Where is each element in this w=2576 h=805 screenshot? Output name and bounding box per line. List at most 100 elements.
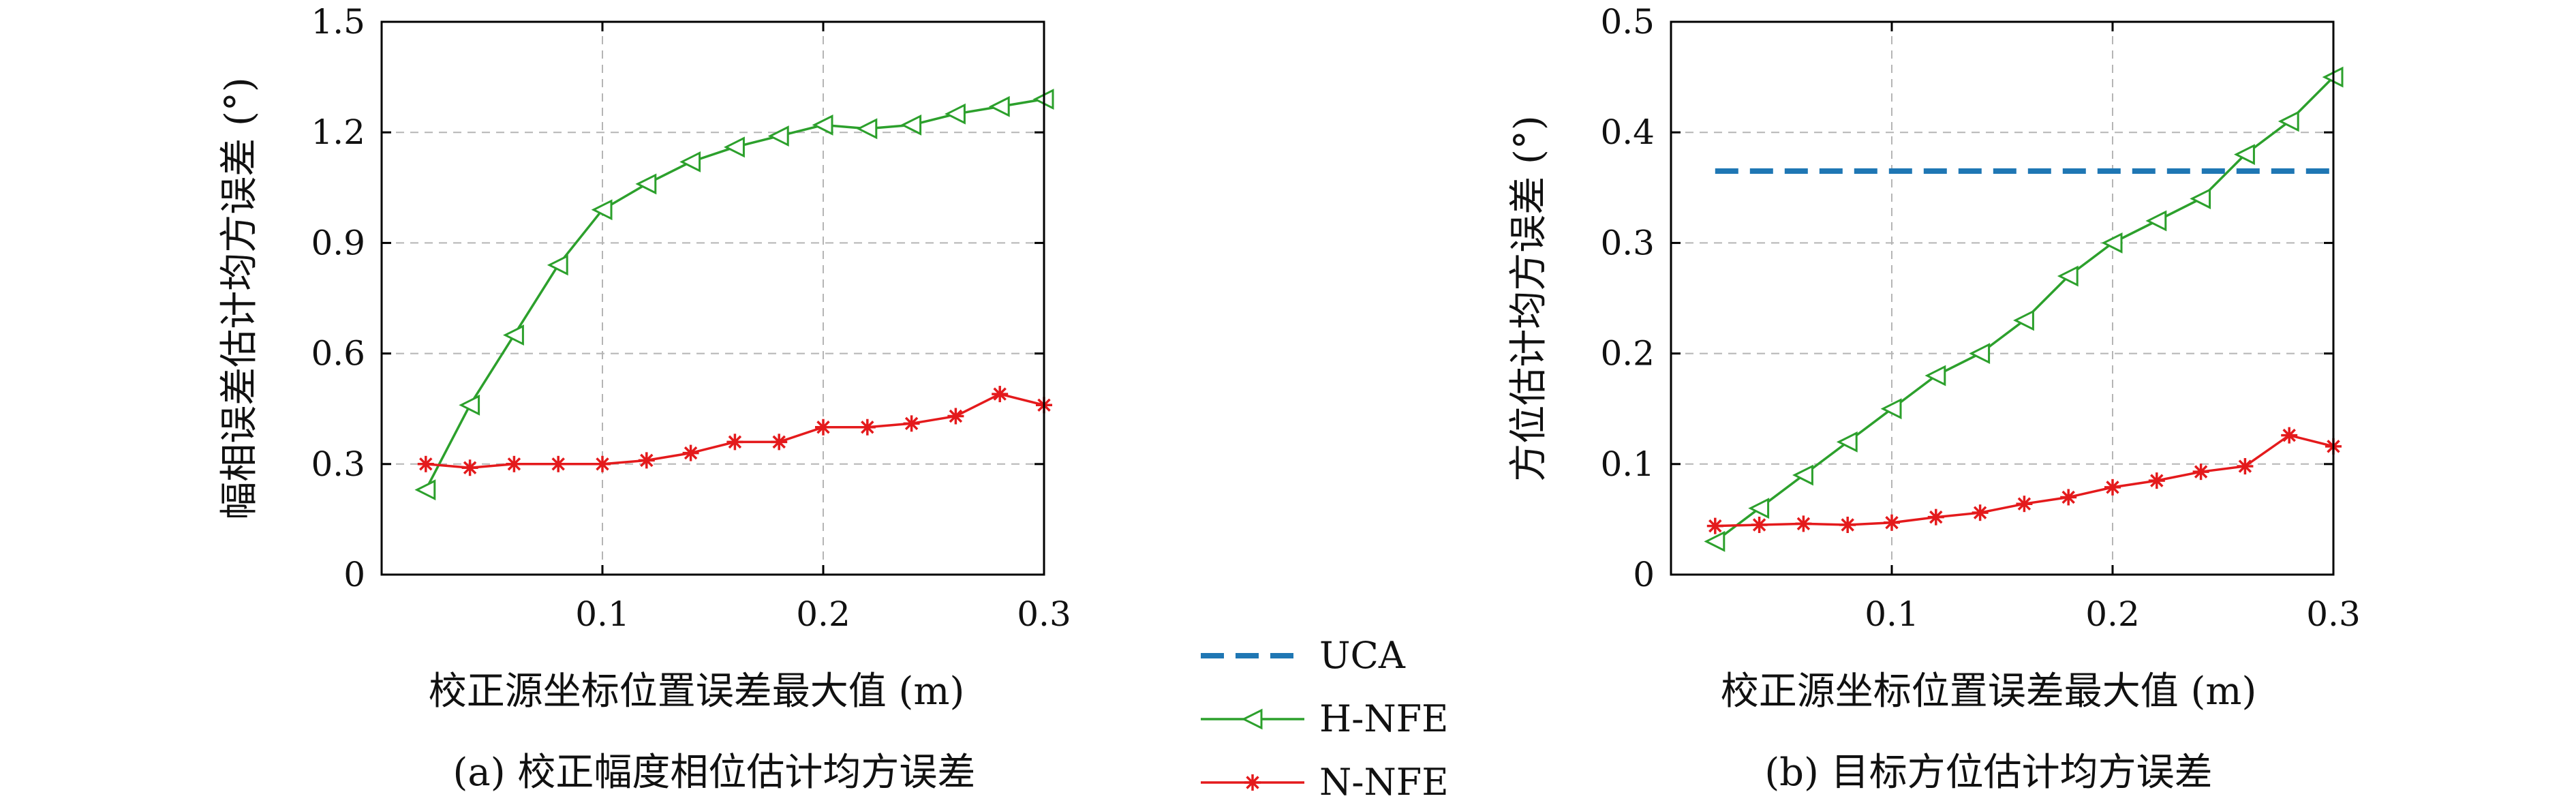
panel-a: 0 0.3 0.6 0.9 1.2 1.5 0.1 0.2 0.3 幅相误差估计均方误差 (°)… [217, 2, 1071, 795]
data-point-h-nfe [1792, 464, 1813, 486]
series-layer-a [414, 89, 1054, 501]
y-axis-label-b: 方位估计均方误差 (°) [1507, 115, 1551, 482]
data-point-h-nfe [1925, 365, 1946, 386]
legend-marker-h-nfe [1241, 708, 1263, 730]
data-point-n-nfe [1839, 517, 1856, 534]
legend-marker-n-nfe [1244, 774, 1261, 791]
grid-b [1671, 22, 2333, 575]
data-point-h-nfe [1748, 498, 1770, 519]
data-point-h-nfe [2234, 144, 2255, 166]
x-tick-label: 0.1 [575, 594, 630, 634]
y-tick-label: 0.2 [1600, 334, 1655, 374]
data-point-n-nfe [1751, 517, 1768, 534]
data-point-n-nfe [947, 408, 964, 425]
plot-frame-b [1670, 20, 2335, 576]
x-tick-label: 0.1 [1865, 594, 1919, 634]
legend-label-h-nfe: H-NFE [1319, 697, 1448, 740]
data-point-n-nfe [594, 455, 611, 472]
series-layer-b [1704, 66, 2344, 552]
data-point-n-nfe [461, 459, 478, 476]
data-point-h-nfe [2278, 110, 2299, 132]
data-point-h-nfe [988, 95, 1010, 117]
y-tick-label: 0.6 [311, 334, 365, 374]
y-tick-label: 1.5 [311, 2, 365, 42]
data-point-h-nfe [1836, 431, 1858, 453]
data-point-h-nfe [503, 324, 524, 346]
data-point-n-nfe [859, 419, 876, 436]
data-point-h-nfe [812, 114, 833, 136]
y-tick-label: 0 [343, 555, 365, 594]
data-point-n-nfe [417, 455, 434, 472]
y-tick-label: 0.3 [311, 444, 365, 484]
y-tick-label: 0.9 [311, 223, 365, 262]
data-point-n-nfe [550, 455, 567, 472]
x-tick-label: 0.3 [2306, 594, 2361, 634]
data-point-n-nfe [2060, 489, 2077, 506]
data-point-n-nfe [2281, 427, 2298, 444]
data-point-n-nfe [2148, 472, 2165, 489]
data-point-h-nfe [679, 151, 701, 172]
data-point-h-nfe [414, 479, 436, 501]
caption-a: (a) 校正幅度相位估计均方误差 [453, 750, 976, 795]
y-tick-label: 0.5 [1600, 2, 1655, 42]
series-line-h-nfe [425, 97, 1045, 491]
y-tick-label: 0.3 [1600, 223, 1655, 262]
data-point-h-nfe [900, 114, 922, 136]
ticks-b: 0 0.1 0.2 0.3 0.4 0.5 0.1 0.2 0.3 [1600, 2, 2360, 634]
panel-b: 0 0.1 0.2 0.3 0.4 0.5 0.1 0.2 0.3 方位估计均方误差 (°) 校… [1507, 2, 2361, 795]
y-tick-label: 1.2 [311, 112, 365, 152]
y-tick-label: 0.1 [1600, 444, 1655, 484]
y-tick-label: 0 [1633, 555, 1655, 594]
data-point-h-nfe [1704, 530, 1726, 552]
x-tick-label: 0.2 [796, 594, 850, 634]
data-point-h-nfe [2145, 210, 2167, 232]
caption-b: (b) 目标方位估计均方误差 [1764, 750, 2212, 795]
data-point-n-nfe [1884, 514, 1900, 531]
x-axis-label-b: 校正源坐标位置误差最大值 (m) [1721, 669, 2257, 714]
data-point-n-nfe [771, 434, 788, 451]
data-point-n-nfe [2104, 479, 2121, 496]
y-axis-label-a: 幅相误差估计均方误差 (°) [217, 77, 262, 520]
grid-a [382, 22, 1044, 575]
data-point-n-nfe [638, 452, 655, 469]
data-point-h-nfe [1969, 343, 1991, 365]
x-tick-label: 0.3 [1017, 594, 1071, 634]
data-point-h-nfe [767, 125, 789, 147]
x-axis-label-a: 校正源坐标位置误差最大值 (m) [429, 669, 965, 714]
legend: UCA H-NFE N-NFE [1201, 634, 1449, 804]
plot-frame-a [380, 20, 1045, 576]
data-point-h-nfe [856, 118, 878, 140]
series-line-n-nfe [425, 393, 1045, 469]
data-point-h-nfe [1880, 398, 1902, 420]
data-point-n-nfe [815, 419, 831, 436]
legend-entry-h-nfe: H-NFE [1201, 697, 1448, 740]
data-point-n-nfe [903, 415, 920, 432]
data-point-n-nfe [1927, 508, 1944, 526]
data-point-n-nfe [1795, 515, 1812, 532]
ticks-a: 0 0.3 0.6 0.9 1.2 1.5 0.1 0.2 0.3 [311, 2, 1071, 634]
legend-label-n-nfe: N-NFE [1319, 761, 1449, 804]
data-point-n-nfe [1972, 504, 1989, 521]
data-point-h-nfe [724, 136, 745, 158]
data-point-h-nfe [2057, 265, 2079, 287]
data-point-h-nfe [2190, 188, 2211, 209]
data-point-h-nfe [635, 173, 657, 195]
data-point-h-nfe [945, 103, 966, 125]
legend-label-uca: UCA [1319, 634, 1406, 677]
data-point-n-nfe [682, 444, 699, 461]
data-point-h-nfe [2101, 232, 2123, 254]
data-point-n-nfe [992, 386, 1009, 403]
data-point-n-nfe [1706, 517, 1723, 534]
data-point-h-nfe [2013, 309, 2034, 331]
data-point-n-nfe [2192, 464, 2209, 481]
data-point-h-nfe [459, 394, 480, 416]
data-point-n-nfe [726, 434, 743, 451]
legend-entry-n-nfe: N-NFE [1201, 761, 1449, 804]
data-point-n-nfe [2237, 458, 2254, 475]
legend-entry-uca: UCA [1201, 634, 1406, 677]
data-point-h-nfe [591, 199, 613, 221]
x-tick-label: 0.2 [2085, 594, 2140, 634]
data-point-h-nfe [547, 254, 568, 276]
data-point-n-nfe [506, 455, 523, 472]
